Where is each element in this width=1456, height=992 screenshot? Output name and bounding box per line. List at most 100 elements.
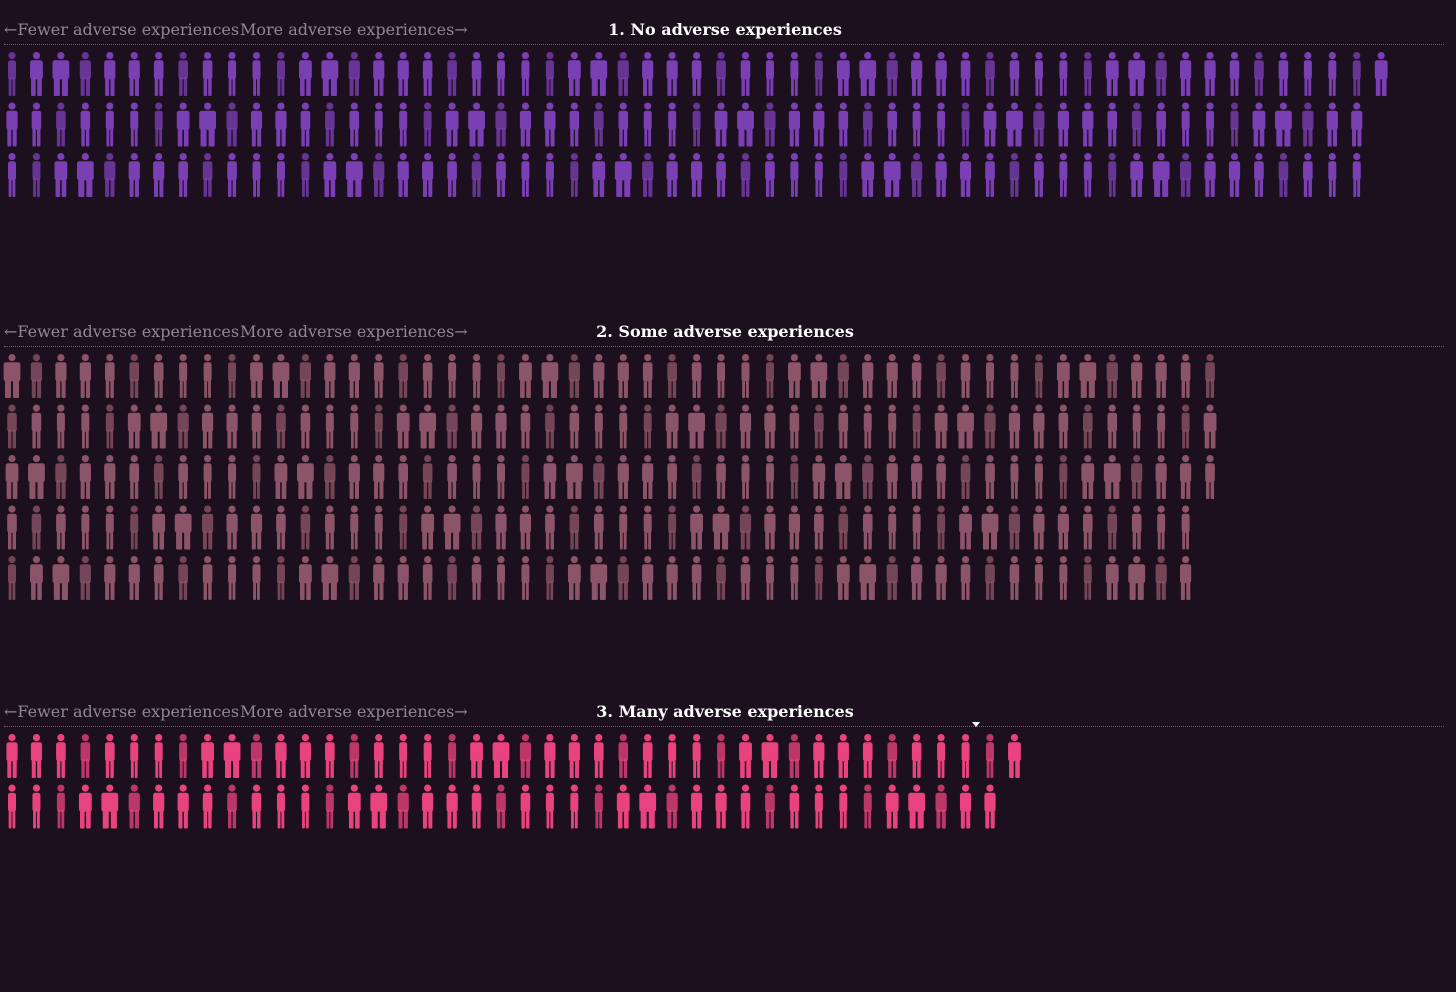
person-figure: [129, 455, 140, 499]
person-figure: [960, 556, 971, 600]
person-figure: [981, 505, 999, 550]
person-figure: [1131, 102, 1142, 147]
person-figure: [740, 784, 751, 829]
person-figure: [202, 556, 213, 600]
person-figure: [275, 734, 287, 778]
person-figure: [3, 354, 21, 398]
person-figure: [1105, 52, 1119, 96]
person-figure: [691, 784, 703, 829]
person-figure: [1083, 153, 1092, 197]
person-figure: [252, 153, 261, 197]
person-figure: [472, 455, 481, 499]
person-figure: [765, 784, 775, 829]
person-figure: [32, 153, 41, 197]
divider: [4, 44, 1444, 45]
person-figure: [397, 153, 409, 197]
person-figure: [250, 102, 263, 147]
person-figure: [1128, 556, 1146, 600]
person-figure: [862, 734, 873, 778]
person-figure: [1034, 153, 1044, 197]
person-figure: [321, 556, 339, 600]
person-figure: [1059, 52, 1068, 96]
person-figure: [985, 556, 995, 600]
person-figure: [471, 153, 482, 197]
person-figure: [665, 404, 679, 449]
person-figure: [1180, 556, 1192, 600]
fewer-adverse-link[interactable]: ←Fewer adverse experiences: [4, 322, 240, 341]
person-figure: [397, 556, 409, 600]
person-figure: [445, 102, 459, 147]
person-figure: [643, 102, 652, 147]
fewer-adverse-link[interactable]: ←Fewer adverse experiences: [4, 20, 240, 39]
person-figure: [935, 52, 947, 96]
person-figure: [667, 354, 677, 398]
person-figure: [765, 52, 774, 96]
person-figure: [79, 354, 91, 398]
person-figure: [618, 102, 629, 147]
person-figure: [32, 784, 41, 829]
person-figure: [6, 734, 18, 778]
person-figure: [201, 734, 214, 778]
person-figure: [178, 52, 188, 96]
person-figure: [739, 404, 752, 449]
person-figure: [105, 354, 115, 398]
person-figure: [472, 354, 481, 398]
person-figure: [668, 734, 677, 778]
person-figure: [911, 734, 922, 778]
more-adverse-link[interactable]: More adverse experiences→: [240, 702, 468, 721]
person-figure: [788, 734, 800, 778]
person-figure: [176, 102, 190, 147]
person-figure: [614, 153, 632, 197]
person-figure: [1128, 52, 1146, 96]
person-figure: [838, 505, 849, 550]
person-figure: [544, 102, 556, 147]
person-figure: [223, 734, 241, 778]
person-figure: [1180, 153, 1192, 197]
person-figure: [642, 734, 653, 778]
person-figure: [961, 102, 970, 147]
person-figure: [592, 153, 606, 197]
person-figure: [79, 455, 91, 499]
person-figure: [1081, 455, 1095, 499]
person-figure: [1083, 505, 1093, 550]
more-adverse-link[interactable]: More adverse experiences→: [240, 322, 468, 341]
person-figure: [252, 556, 261, 600]
person-figure: [348, 455, 360, 499]
person-figure: [324, 354, 336, 398]
person-figure: [837, 734, 849, 778]
person-figure: [569, 102, 580, 147]
person-figure: [886, 52, 898, 96]
person-figure: [887, 102, 897, 147]
person-figure: [519, 354, 532, 398]
person-figure: [642, 556, 654, 600]
person-figure: [272, 354, 290, 398]
person-figure: [814, 404, 824, 449]
person-figure: [1181, 505, 1190, 550]
person-figure: [765, 455, 774, 499]
person-figure: [960, 52, 971, 96]
person-figure: [521, 455, 530, 499]
person-figure: [202, 505, 214, 550]
person-figure: [325, 404, 334, 449]
person-figure: [837, 354, 849, 398]
person-figure: [692, 102, 701, 147]
person-figure: [1033, 404, 1045, 449]
person-figure: [519, 102, 532, 147]
person-figure: [299, 556, 312, 600]
person-figure: [153, 354, 164, 398]
person-figure: [813, 734, 825, 778]
person-figure: [885, 784, 899, 829]
person-figure: [1103, 455, 1121, 499]
person-figure: [545, 556, 554, 600]
person-figure: [839, 784, 848, 829]
person-figure: [911, 52, 923, 96]
person-figure: [398, 354, 408, 398]
person-figure: [936, 354, 946, 398]
person-figure: [422, 455, 433, 499]
more-adverse-link[interactable]: More adverse experiences→: [240, 20, 468, 39]
person-figure: [8, 153, 16, 197]
person-figure: [639, 784, 657, 829]
person-figure: [1010, 455, 1019, 499]
person-figure: [199, 102, 216, 147]
fewer-adverse-link[interactable]: ←Fewer adverse experiences: [4, 702, 240, 721]
